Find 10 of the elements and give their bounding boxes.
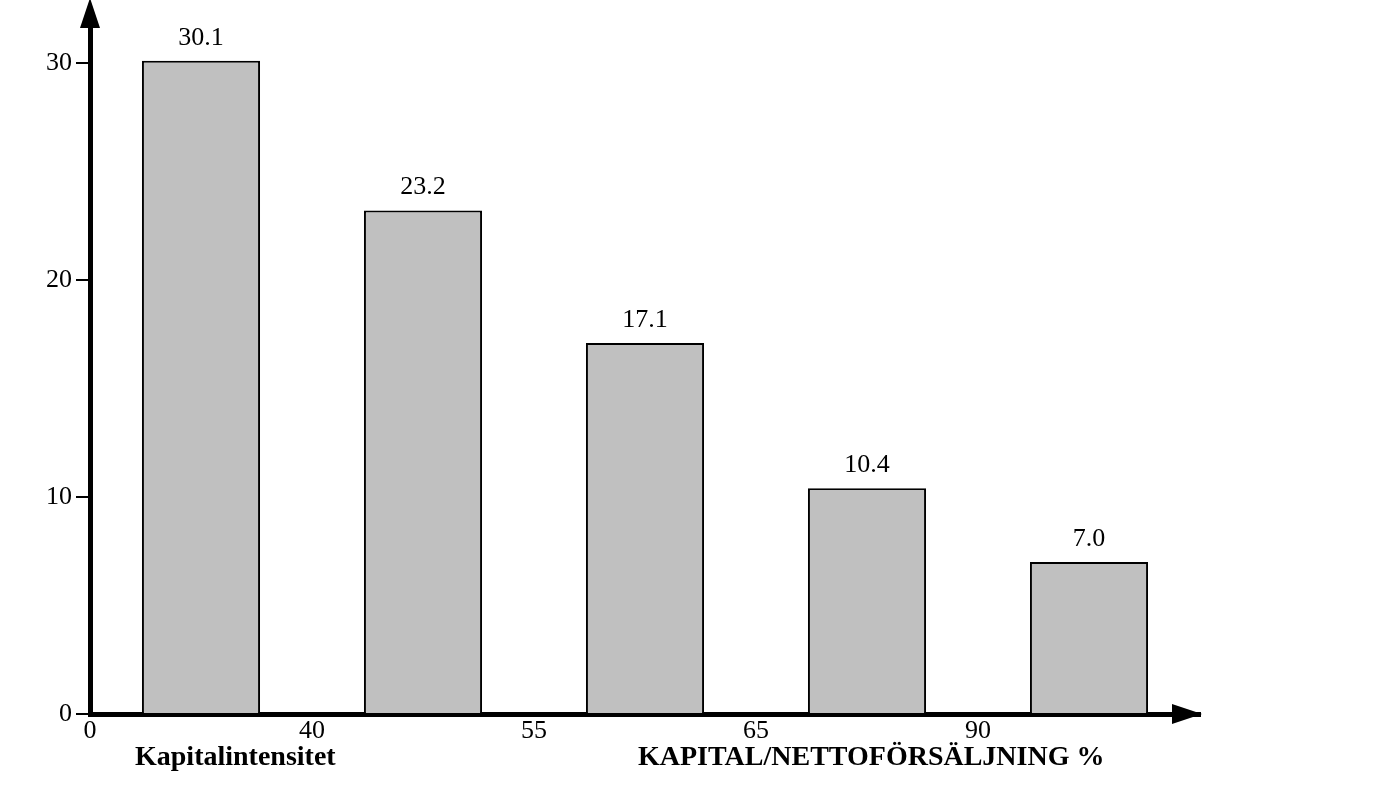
x-tick-label: 55 [521,715,547,745]
x-tick-label: 0 [83,715,97,745]
data-label: 7.0 [1072,522,1106,552]
y-tick-label: 20 [46,263,72,293]
data-label: 23.2 [400,171,446,201]
y-tick-label: 30 [46,46,72,76]
data-label: 30.1 [178,21,224,51]
y-tick-label: 10 [46,480,72,510]
data-label: 17.1 [622,303,668,333]
data-label: 10.4 [844,449,890,479]
